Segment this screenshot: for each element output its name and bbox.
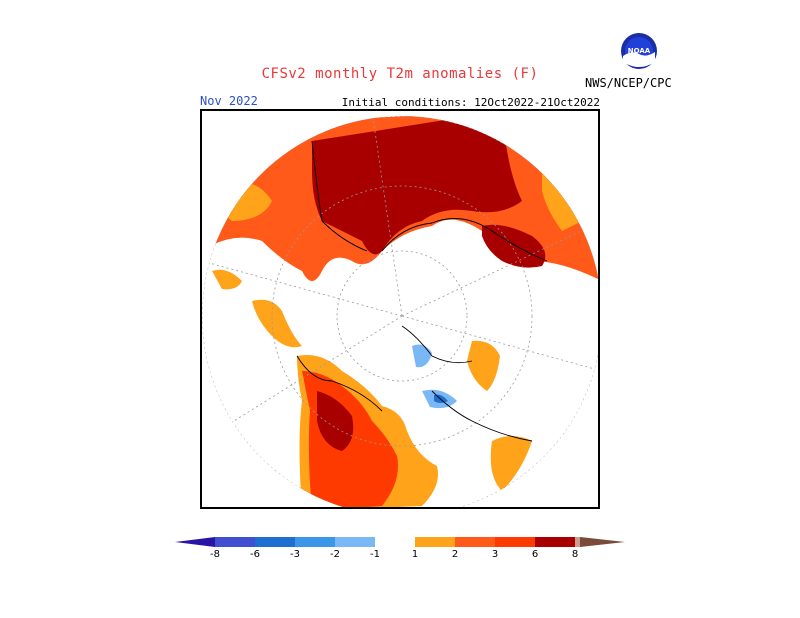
anomaly-region-alaska-orange: [252, 299, 302, 348]
colorbar-swatch: [495, 537, 535, 547]
colorbar-tick-label: 8: [572, 549, 578, 560]
colorbar-tick-label: 2: [452, 549, 458, 560]
anomaly-region-canada-darkred: [317, 391, 354, 451]
coastline: [296, 140, 548, 442]
noaa-logo-icon: NOAA: [620, 32, 658, 74]
anomaly-region-atlantic-orange: [542, 171, 582, 231]
agency-label: NWS/NCEP/CPC: [585, 76, 672, 90]
colorbar-swatch: [375, 537, 415, 547]
colorbar-tick-label: -3: [290, 549, 300, 560]
colorbar-tick-label: -8: [210, 549, 220, 560]
colorbar-swatch: [415, 537, 455, 547]
colorbar-swatches: [175, 537, 625, 547]
colorbar: -8 -6 -3 -2 -1 1 2 3 6 8: [0, 530, 800, 574]
colorbar-swatch: [215, 537, 255, 547]
colorbar-tick-label: -1: [370, 549, 380, 560]
anomaly-region-scandinavia-red: [482, 224, 546, 268]
anomaly-region-hudson-orange: [490, 436, 532, 491]
polar-map: [200, 109, 600, 509]
svg-text:NOAA: NOAA: [628, 47, 651, 55]
colorbar-swatch: [455, 537, 495, 547]
colorbar-tick-label: -6: [250, 549, 260, 560]
colorbar-swatch: [535, 537, 575, 547]
colorbar-over-arrow: [580, 537, 625, 547]
colorbar-swatch: [575, 537, 580, 547]
colorbar-swatch: [295, 537, 335, 547]
colorbar-swatch: [255, 537, 295, 547]
colorbar-tick-label: 6: [532, 549, 538, 560]
colorbar-tick-label: 3: [492, 549, 498, 560]
colorbar-under-arrow: [175, 537, 215, 547]
colorbar-swatch: [335, 537, 375, 547]
colorbar-tick-label: 1: [412, 549, 418, 560]
anomaly-region-aleutian-orange: [212, 269, 242, 290]
colorbar-tick-label: -2: [330, 549, 340, 560]
initial-conditions: Initial conditions: 12Oct2022-21Oct2022: [341, 96, 600, 109]
map-title: CFSv2 monthly T2m anomalies (F): [261, 66, 539, 82]
forecast-month: Nov 2022: [200, 94, 258, 108]
anomaly-region-siberia-red: [312, 116, 522, 255]
anomaly-region-greenland-orange: [467, 340, 500, 391]
